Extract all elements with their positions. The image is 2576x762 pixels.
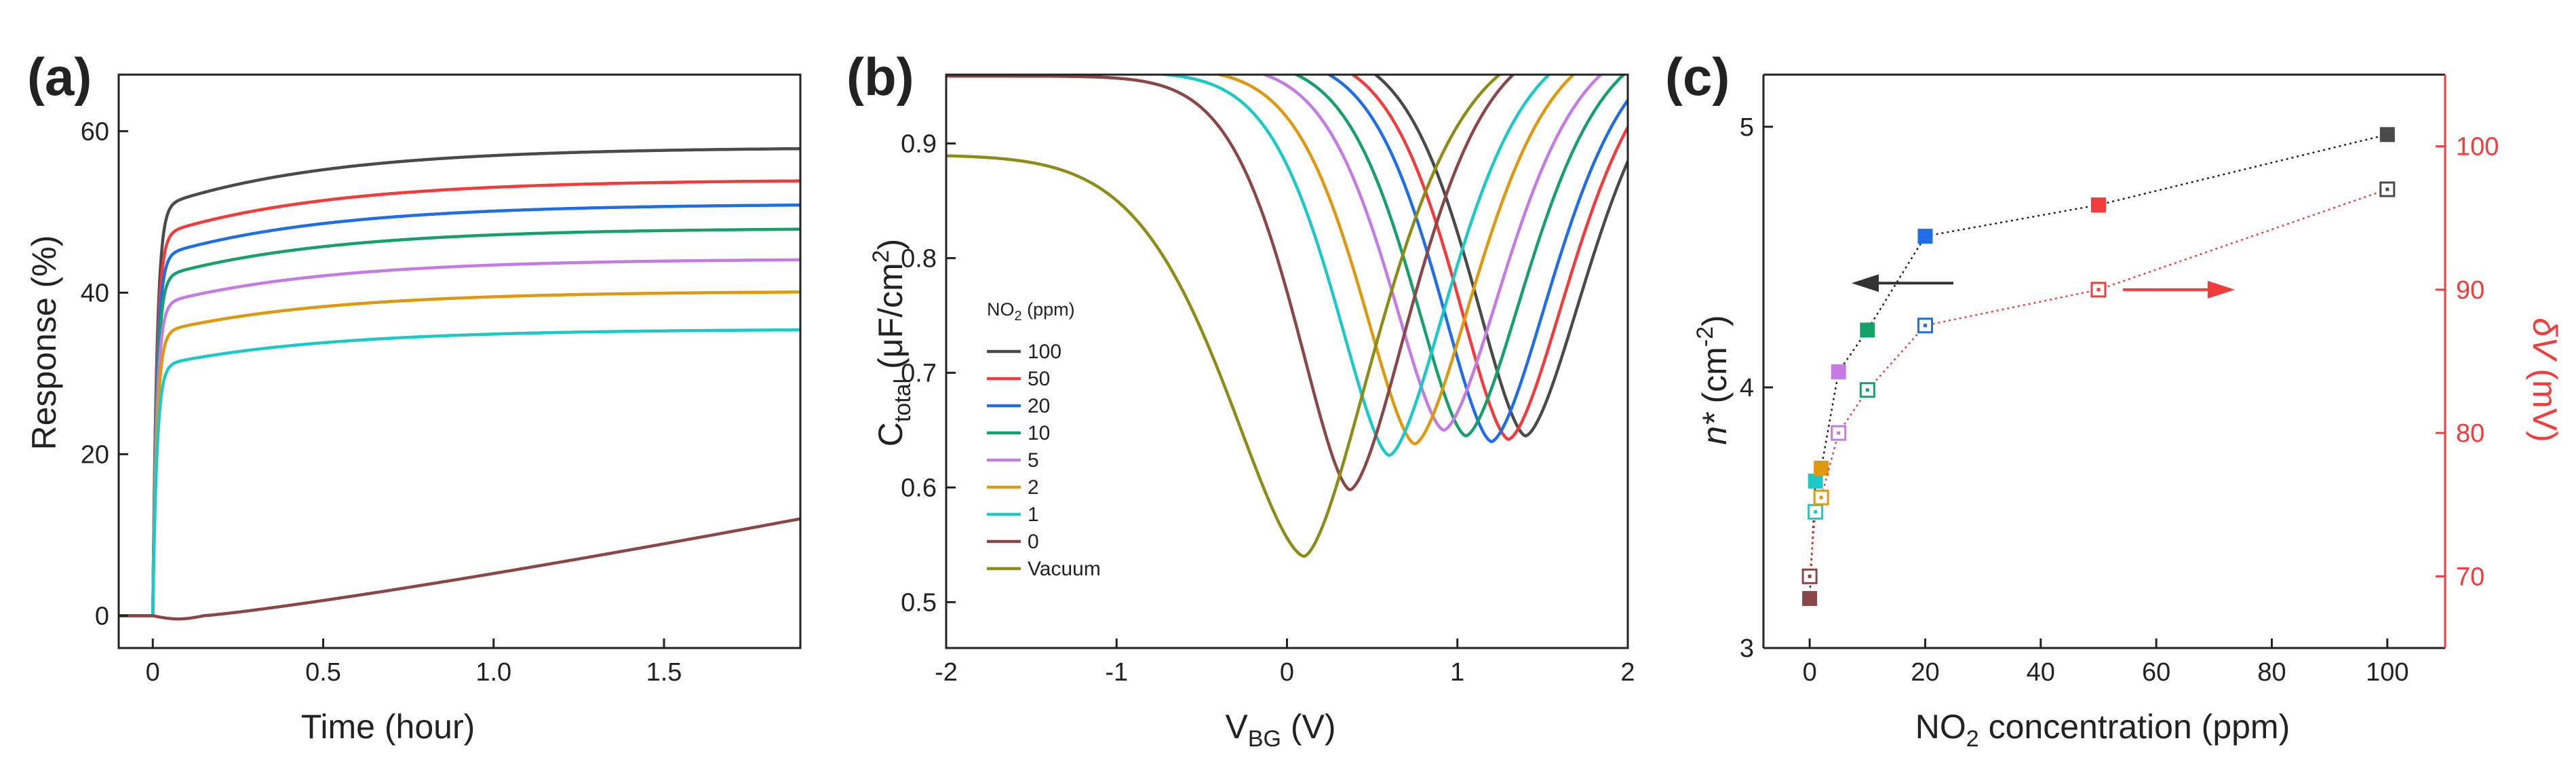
legend-label-50: 50 <box>1028 368 1050 390</box>
legend-label-10: 10 <box>1028 422 1050 444</box>
point-delta-v-center <box>2385 187 2389 191</box>
x-tick-label: 0 <box>1280 658 1294 687</box>
point-delta-v-center <box>1837 431 1841 435</box>
y-left-tick-label: 3 <box>1740 634 1754 663</box>
x-tick-label: 60 <box>2142 658 2170 687</box>
panel-b-ylabel: Ctotal (μF/cm2) <box>868 239 916 446</box>
arrow-right-head <box>2208 280 2235 299</box>
point-delta-v-center <box>1808 574 1812 578</box>
series-line-5 <box>1260 75 1603 432</box>
legend-label-0: 0 <box>1028 531 1039 553</box>
y-tick-label: 0.8 <box>901 244 937 273</box>
point-delta-v-center <box>2096 288 2101 292</box>
x-tick-label: 1.5 <box>646 658 682 687</box>
point-delta-v-center <box>1814 510 1818 514</box>
panel-a-ylabel: Response (%) <box>25 235 63 451</box>
series-line-50 <box>1350 75 1628 441</box>
x-tick-label: 0.5 <box>305 658 341 687</box>
series-line-Vacuum <box>946 75 1502 558</box>
arrow-left-head <box>1852 274 1879 292</box>
panel-a-label: (a) <box>27 47 92 107</box>
series-line-20 <box>1326 75 1628 444</box>
y-left-tick-label: 5 <box>1740 113 1754 142</box>
y-tick-label: 0.7 <box>901 359 937 387</box>
legend-label-100: 100 <box>1028 341 1061 363</box>
point-n-star <box>2379 127 2395 142</box>
panel-a-xlabel: Time (hour) <box>301 708 475 746</box>
x-tick-label: 2 <box>1620 658 1635 687</box>
panel-c-label: (c) <box>1665 47 1730 107</box>
panel-c-ylabel-right: δV (mV) <box>2526 318 2564 442</box>
y-right-tick-label: 70 <box>2456 563 2484 591</box>
y-right-tick-label: 100 <box>2456 133 2499 161</box>
series-line-5 <box>119 258 800 617</box>
point-n-star <box>1860 322 1875 338</box>
point-n-star <box>1814 460 1829 476</box>
panel-c-concentration-dependence: 0 20 40 60 80 100 3 4 5 70 80 90 100 <box>1740 73 2499 687</box>
point-n-star <box>2090 197 2106 213</box>
series-line-10 <box>1292 75 1626 438</box>
legend-label-20: 20 <box>1028 395 1050 417</box>
series-line-20 <box>119 203 800 617</box>
series-line-0 <box>119 517 800 621</box>
series-line-1 <box>119 328 800 617</box>
panel-a-response-vs-time: 0 0.5 1.0 1.5 0 20 40 60 <box>81 73 802 687</box>
legend-label-1: 1 <box>1028 503 1039 526</box>
legend-title: NO2 (ppm) <box>987 299 1075 324</box>
x-tick-label: 100 <box>2366 658 2408 687</box>
y-tick-label: 40 <box>81 279 109 307</box>
y-tick-label: 0 <box>95 602 109 630</box>
series-line-50 <box>119 179 800 617</box>
panel-a-plot-area <box>119 147 800 621</box>
x-tick-label: 80 <box>2257 658 2286 687</box>
panel-b-xlabel: VBG (V) <box>1225 708 1335 752</box>
x-tick-label: 1 <box>1450 658 1464 687</box>
y-right-tick-label: 80 <box>2456 419 2484 448</box>
panel-c-xlabel: NO2 concentration (ppm) <box>1915 708 2290 752</box>
point-n-star <box>1808 474 1823 489</box>
legend-label-2: 2 <box>1028 476 1039 499</box>
panel-b-capacitance-vs-gate: -2 -1 0 1 20.50.60.70.80.91005020105210Vacuu… <box>901 73 1635 687</box>
legend-label-Vacuum: Vacuum <box>1028 558 1101 580</box>
y-right-tick-label: 90 <box>2456 276 2484 305</box>
y-tick-label: 60 <box>81 117 109 146</box>
point-delta-v-center <box>1865 388 1869 392</box>
point-n-star <box>1831 364 1846 379</box>
panel-c-ylabel-left: n* (cm-2) <box>1692 315 1734 444</box>
series-line-2 <box>1212 75 1576 446</box>
x-tick-label: 1.0 <box>475 658 511 687</box>
x-tick-label: 0 <box>1803 658 1817 687</box>
point-n-star <box>1802 591 1818 607</box>
y-tick-label: 0.6 <box>901 474 937 502</box>
panel-a-frame <box>117 73 802 649</box>
x-tick-label: -1 <box>1105 658 1128 687</box>
y-tick-label: 0.5 <box>901 588 937 617</box>
series-line-10 <box>119 227 800 617</box>
panel-b-label: (b) <box>846 47 914 107</box>
x-tick-label: -2 <box>935 658 958 687</box>
series-line-delta-v <box>1808 188 2388 577</box>
point-delta-v-center <box>1923 324 1927 328</box>
point-n-star <box>1917 229 1933 244</box>
series-line-100 <box>119 147 800 617</box>
panel-b-plot-area <box>946 75 1628 558</box>
legend-label-5: 5 <box>1028 449 1039 472</box>
series-line-1 <box>1146 75 1552 457</box>
y-tick-label: 20 <box>81 440 109 469</box>
x-tick-label: 0 <box>146 658 160 687</box>
series-line-2 <box>119 290 800 617</box>
x-tick-label: 40 <box>2027 658 2055 687</box>
series-line-0 <box>946 75 1516 492</box>
y-tick-label: 0.9 <box>901 130 937 158</box>
series-line-100 <box>1373 75 1628 438</box>
y-left-tick-label: 4 <box>1740 374 1754 402</box>
x-tick-label: 20 <box>1911 658 1939 687</box>
point-delta-v-center <box>1819 495 1823 499</box>
